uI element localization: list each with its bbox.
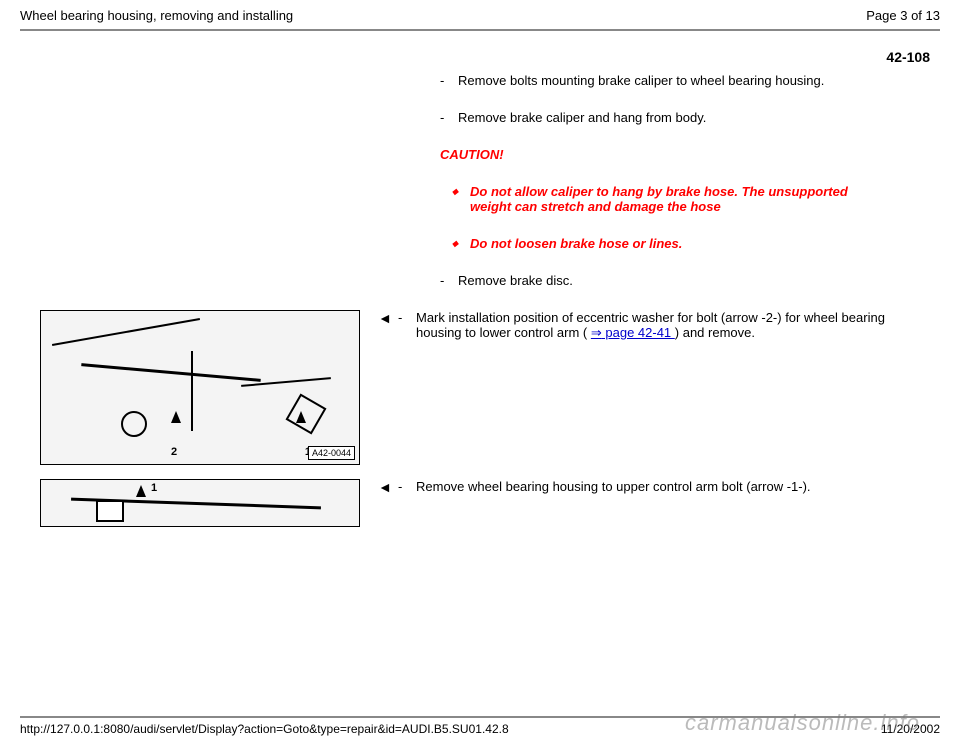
doc-title: Wheel bearing housing, removing and inst… bbox=[20, 8, 293, 23]
dash-icon: - bbox=[398, 310, 416, 341]
bullet-icon: ◆ bbox=[452, 184, 470, 214]
page-indicator: Page 3 of 13 bbox=[866, 8, 940, 23]
figure-illustration-1: 2 1 A42-0044 bbox=[40, 310, 360, 465]
figure-row: 1 ◄ - Remove wheel bearing housing to up… bbox=[20, 479, 940, 527]
figure-callout-1: 1 bbox=[151, 482, 157, 494]
dash-icon: - bbox=[398, 479, 416, 494]
page-number: 42-108 bbox=[0, 31, 960, 73]
step-text: Remove brake disc. bbox=[458, 273, 880, 288]
step-item: - Remove bolts mounting brake caliper to… bbox=[440, 73, 880, 88]
page-header: Wheel bearing housing, removing and inst… bbox=[0, 0, 960, 29]
caution-text: Do not loosen brake hose or lines. bbox=[470, 236, 880, 251]
footer-rule bbox=[20, 716, 940, 718]
step-text: Mark installation position of eccentric … bbox=[416, 310, 910, 341]
step-text: Remove wheel bearing housing to upper co… bbox=[416, 479, 910, 494]
step-item: - Remove wheel bearing housing to upper … bbox=[398, 479, 940, 494]
link-arrow-icon[interactable]: ⇒ bbox=[591, 325, 602, 340]
caution-item: ◆ Do not loosen brake hose or lines. bbox=[452, 236, 880, 251]
pointer-left-icon: ◄ bbox=[378, 479, 398, 495]
dash-icon: - bbox=[440, 273, 458, 288]
figure-row: 2 1 A42-0044 ◄ - Mark installation posit… bbox=[20, 310, 940, 465]
footer-url: http://127.0.0.1:8080/audi/servlet/Displ… bbox=[20, 722, 509, 736]
dash-icon: - bbox=[440, 110, 458, 125]
bullet-icon: ◆ bbox=[452, 236, 470, 251]
caution-item: ◆ Do not allow caliper to hang by brake … bbox=[452, 184, 880, 214]
figure-callout-2: 2 bbox=[171, 446, 177, 458]
caution-heading: CAUTION! bbox=[440, 147, 880, 162]
caution-text: Do not allow caliper to hang by brake ho… bbox=[470, 184, 880, 214]
figure-code: A42-0044 bbox=[308, 446, 355, 460]
step-text: Remove brake caliper and hang from body. bbox=[458, 110, 880, 125]
dash-icon: - bbox=[440, 73, 458, 88]
step-text: Remove bolts mounting brake caliper to w… bbox=[458, 73, 880, 88]
step-item: - Mark installation position of eccentri… bbox=[398, 310, 940, 341]
step-text-part: ) and remove. bbox=[675, 325, 755, 340]
footer-date: 11/20/2002 bbox=[881, 722, 940, 736]
instruction-block-top: - Remove bolts mounting brake caliper to… bbox=[440, 73, 880, 288]
figure-illustration-2: 1 bbox=[40, 479, 360, 527]
step-item: - Remove brake caliper and hang from bod… bbox=[440, 110, 880, 125]
page-link[interactable]: page 42-41 bbox=[602, 325, 675, 340]
pointer-left-icon: ◄ bbox=[378, 310, 398, 326]
content-area: - Remove bolts mounting brake caliper to… bbox=[0, 73, 960, 527]
page-footer: http://127.0.0.1:8080/audi/servlet/Displ… bbox=[0, 716, 960, 736]
step-item: - Remove brake disc. bbox=[440, 273, 880, 288]
